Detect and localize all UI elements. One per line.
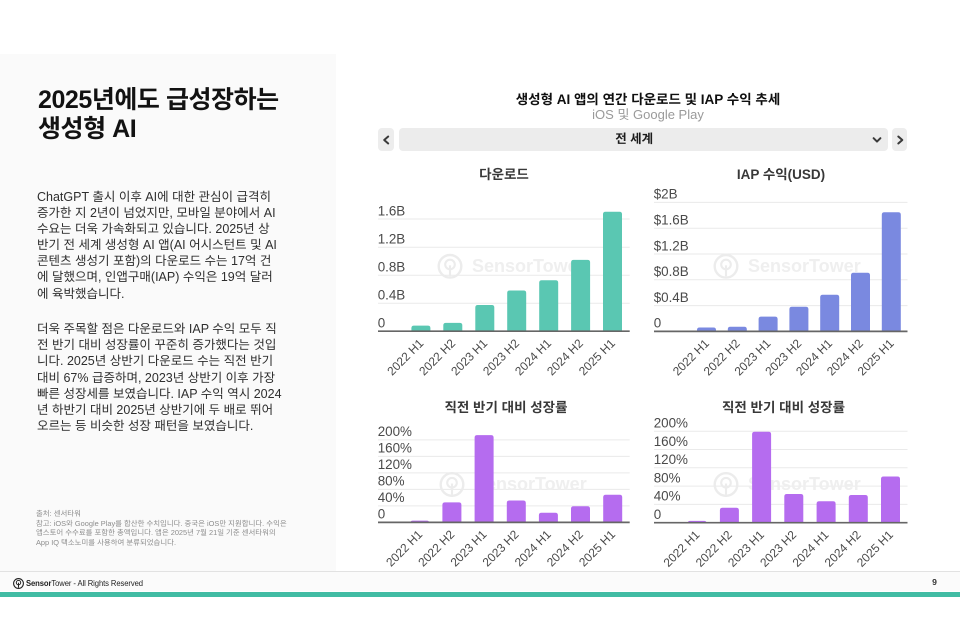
svg-text:직전 반기 대비 성장률: 직전 반기 대비 성장률 [722, 396, 845, 416]
svg-text:80%: 80% [378, 470, 405, 490]
svg-text:0.4B: 0.4B [378, 284, 406, 304]
svg-text:$0.4B: $0.4B [654, 286, 689, 306]
svg-text:SensorTower: SensorTower [748, 256, 861, 276]
svg-text:120%: 120% [654, 448, 688, 468]
svg-text:SensorTower: SensorTower [474, 474, 587, 494]
svg-text:0.8B: 0.8B [378, 256, 406, 276]
svg-text:SensorTower: SensorTower [472, 256, 585, 276]
svg-text:IAP 수익(USD): IAP 수익(USD) [737, 163, 825, 183]
svg-text:0: 0 [378, 312, 385, 332]
svg-text:$1.6B: $1.6B [654, 209, 689, 229]
svg-text:다운로드: 다운로드 [479, 163, 529, 183]
svg-text:$2B: $2B [654, 183, 678, 203]
svg-text:80%: 80% [654, 466, 681, 486]
svg-text:40%: 40% [654, 485, 681, 505]
svg-text:40%: 40% [378, 486, 405, 506]
svg-text:$1.2B: $1.2B [654, 234, 689, 254]
svg-text:2025 H1: 2025 H1 [853, 526, 897, 570]
svg-text:200%: 200% [378, 420, 412, 440]
svg-text:200%: 200% [654, 412, 688, 432]
svg-text:2025 H1: 2025 H1 [575, 526, 619, 570]
svg-text:120%: 120% [378, 453, 412, 473]
svg-text:$0.8B: $0.8B [654, 260, 689, 280]
svg-text:1.6B: 1.6B [378, 199, 406, 219]
svg-text:0: 0 [654, 503, 661, 523]
svg-text:0: 0 [378, 503, 385, 523]
svg-text:160%: 160% [654, 430, 688, 450]
svg-text:직전 반기 대비 성장률: 직전 반기 대비 성장률 [444, 396, 567, 416]
svg-text:SensorTower: SensorTower [748, 474, 861, 494]
svg-text:160%: 160% [378, 437, 412, 457]
svg-text:2025 H1: 2025 H1 [575, 335, 619, 379]
svg-text:0: 0 [654, 312, 661, 332]
svg-text:1.2B: 1.2B [378, 228, 406, 248]
